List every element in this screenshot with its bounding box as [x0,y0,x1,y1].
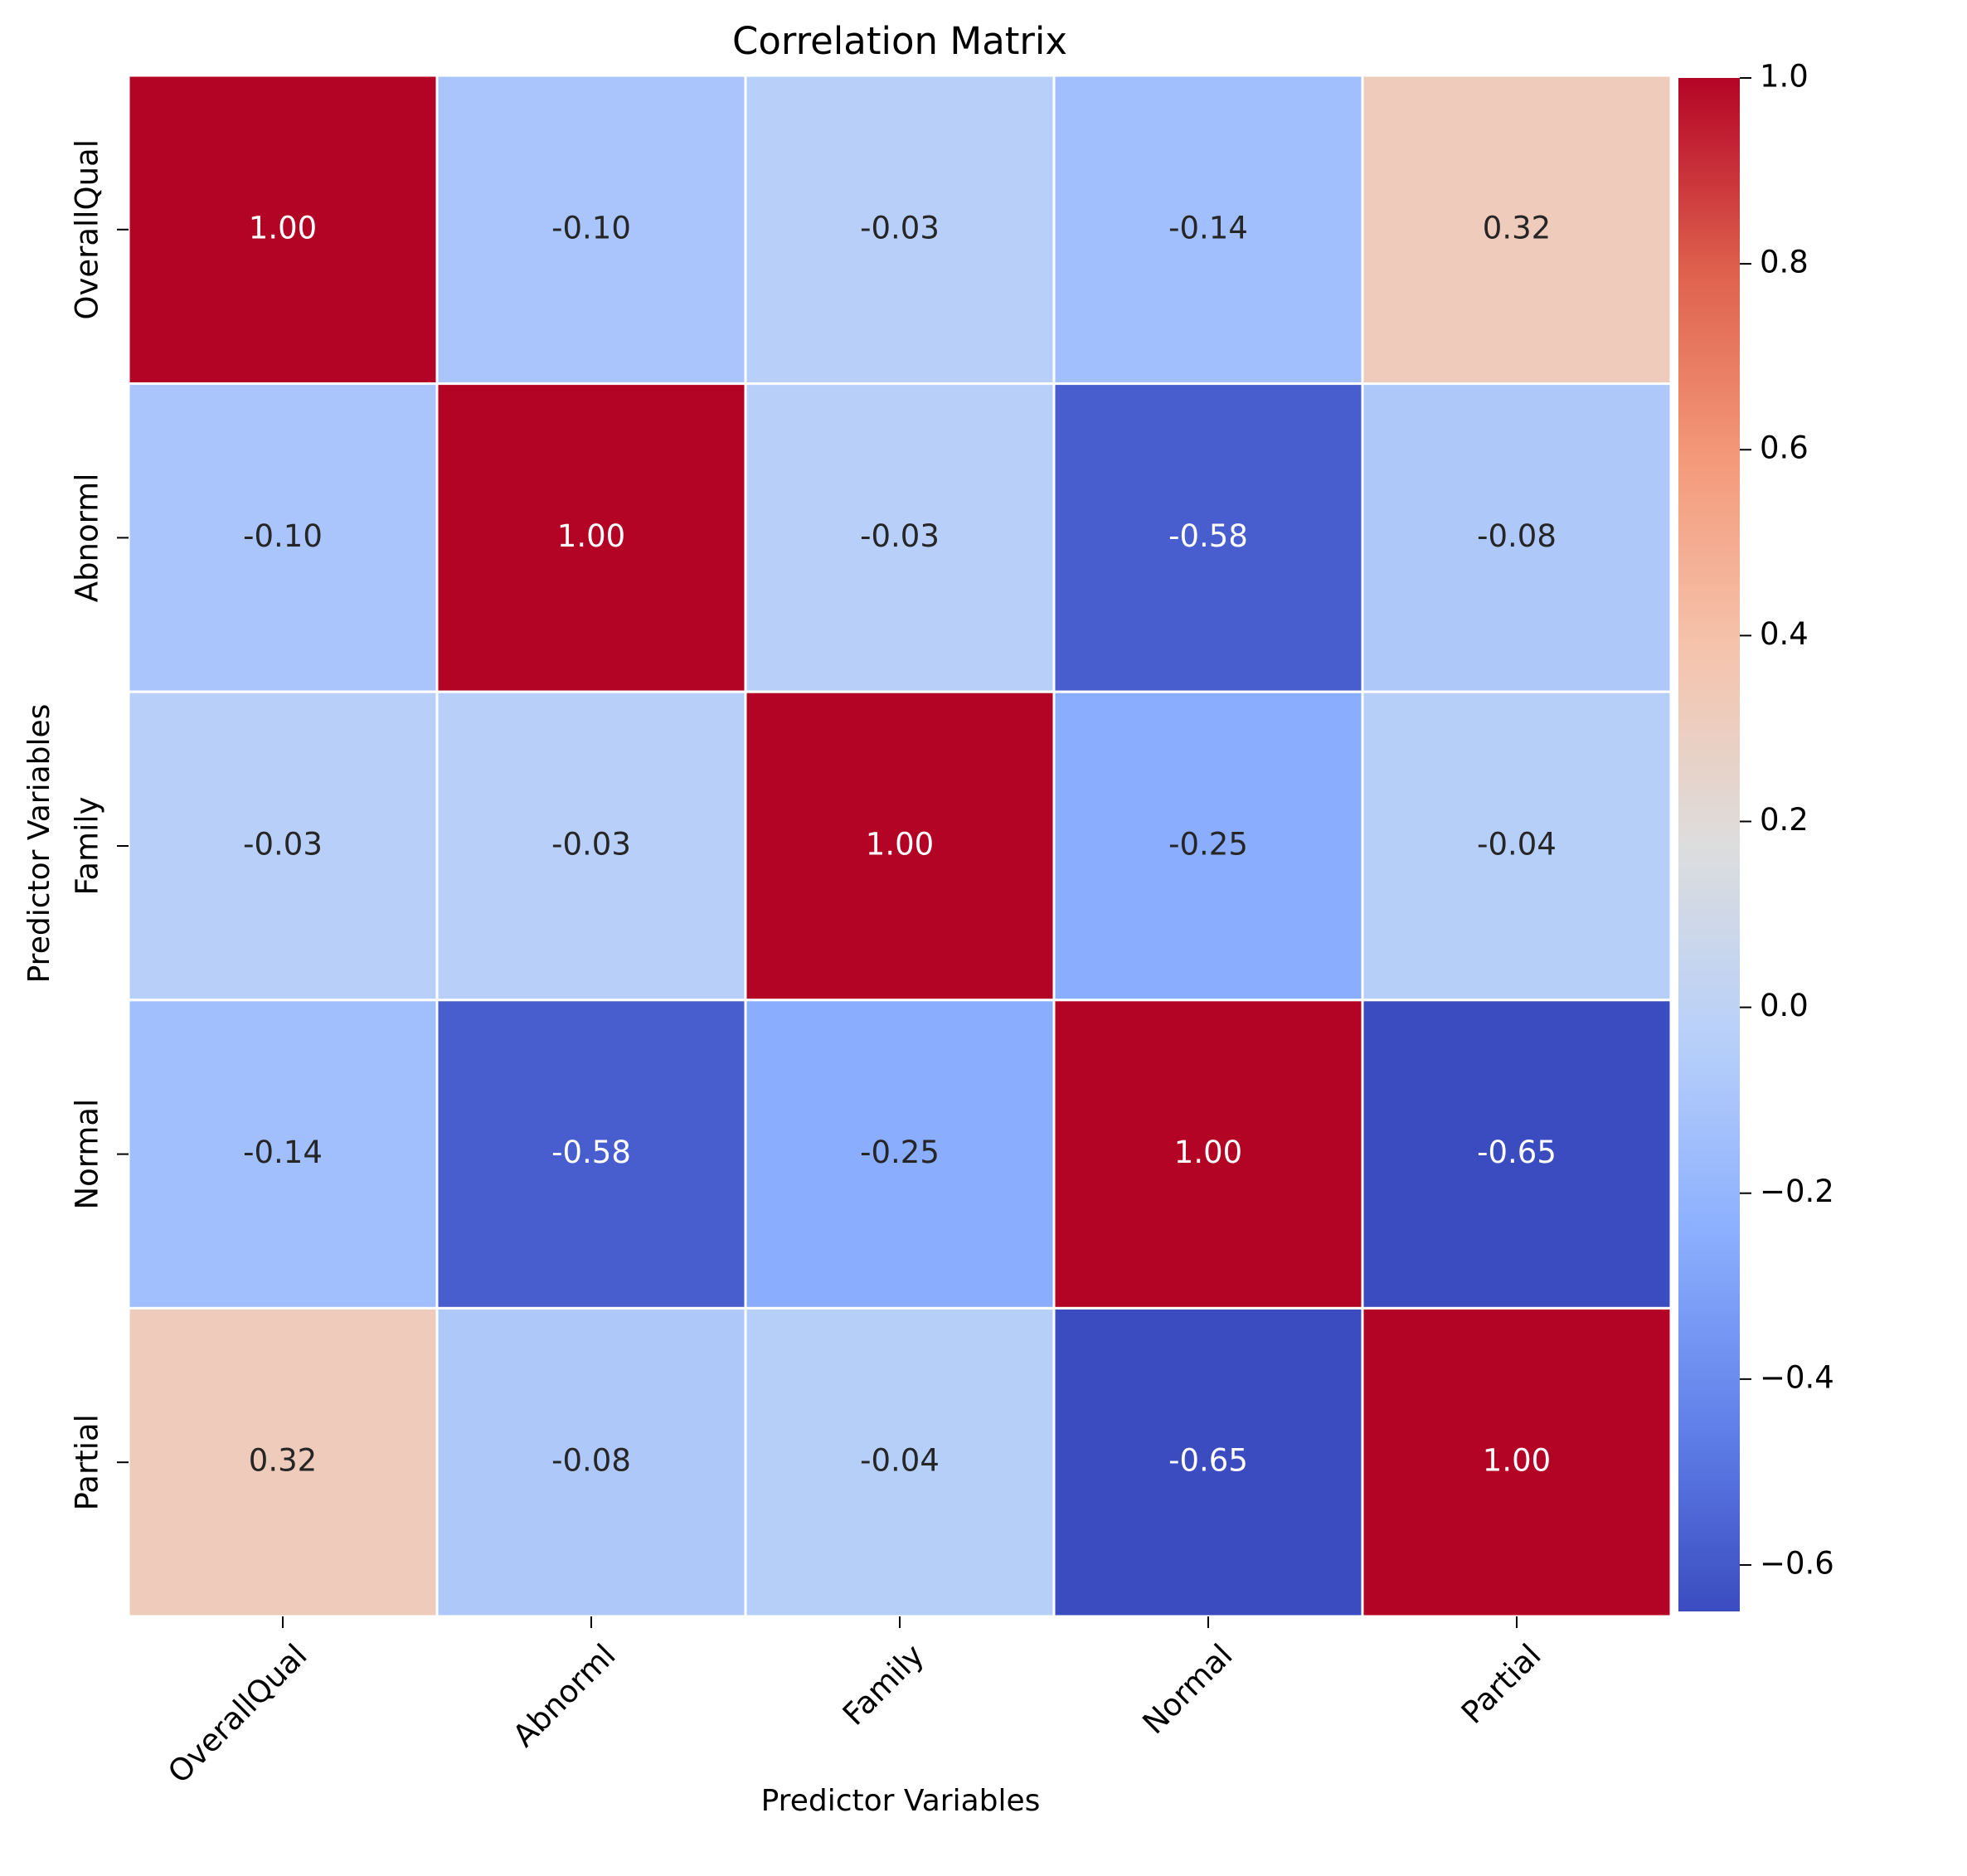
cell-annotation-normal-partial: -0.65 [1477,1135,1557,1170]
colorbar: 1.0 0.8 0.6 0.4 0.2 0.0 −0.2 −0.4 −0.6 [1678,59,1834,1611]
colorbar-tick-label: 0.2 [1760,802,1809,838]
cell-annotation-family-family: 1.00 [866,827,934,863]
x-tick-label-normal: Normal [1136,1637,1240,1741]
x-tick-label-overallqual: OverallQual [161,1637,313,1790]
heatmap-cell-overallqual-family [744,74,1056,386]
cell-annotation-overallqual-family: -0.03 [860,210,940,245]
y-tick-label-normal: Normal [70,1099,105,1210]
heatmap-cell-overallqual-overallqual [127,74,439,386]
heatmap-cell-family-partial [1361,690,1673,1002]
x-axis-label: Predictor Variables [761,1784,1041,1818]
heatmap-cell-normal-family [744,999,1056,1310]
cell-annotation-abnorml-overallqual: -0.10 [243,518,323,554]
colorbar-tick-label: 0.6 [1760,430,1809,466]
colorbar-tick-label: 1.0 [1760,59,1809,95]
y-tick-label-overallqual: OverallQual [70,139,105,320]
colorbar-tick-label: −0.4 [1760,1359,1834,1395]
cell-annotation-abnorml-abnorml: 1.00 [557,518,625,554]
heatmap-cell-partial-partial [1361,1306,1673,1618]
cell-annotation-family-partial: -0.04 [1477,827,1557,863]
cell-annotation-abnorml-family: -0.03 [860,518,940,554]
cell-annotation-normal-family: -0.25 [860,1135,940,1170]
heatmap-cell-normal-abnorml [435,999,747,1310]
cell-annotation-partial-partial: 1.00 [1483,1443,1551,1479]
cell-annotation-family-overallqual: -0.03 [243,827,323,863]
colorbar-tick-label: 0.4 [1760,616,1809,652]
heatmap-cell-overallqual-partial [1361,74,1673,386]
x-axis-ticks: OverallQual Abnorml Family Normal Partial [161,1616,1548,1791]
x-tick-label-abnorml: Abnorml [506,1637,623,1754]
y-tick-label-partial: Partial [70,1414,105,1510]
colorbar-tick-label: −0.6 [1760,1545,1834,1581]
x-tick-label-family: Family [836,1637,931,1733]
heatmap-cell-family-family [744,690,1056,1002]
cell-annotation-overallqual-overallqual: 1.00 [249,210,317,245]
colorbar-gradient [1678,78,1740,1611]
cell-annotation-partial-family: -0.04 [860,1443,940,1479]
cell-annotation-abnorml-partial: -0.08 [1477,518,1557,554]
cell-annotation-partial-overallqual: 0.32 [249,1443,317,1479]
colorbar-tick-label: 0.8 [1760,245,1809,280]
heatmap-cell-normal-normal [1052,999,1364,1310]
cell-annotation-normal-abnorml: -0.58 [551,1135,631,1170]
heatmap-cell-partial-abnorml [435,1306,747,1618]
heatmap-cell-abnorml-overallqual [127,382,439,693]
cell-annotation-normal-normal: 1.00 [1174,1135,1242,1170]
cell-annotation-family-abnorml: -0.03 [551,827,631,863]
cell-annotation-partial-abnorml: -0.08 [551,1443,631,1479]
chart-title: Correlation Matrix [732,19,1067,63]
y-tick-label-abnorml: Abnorml [70,474,105,603]
y-axis-label: Predictor Variables [22,704,56,984]
heatmap-cell-overallqual-normal [1052,74,1364,386]
colorbar-tick-label: 0.0 [1760,988,1809,1023]
cell-annotation-partial-normal: -0.65 [1168,1443,1248,1479]
x-tick-label-partial: Partial [1455,1637,1548,1731]
cell-annotation-abnorml-normal: -0.58 [1168,518,1248,554]
cell-annotation-overallqual-partial: 0.32 [1483,210,1551,245]
cell-annotation-normal-overallqual: -0.14 [243,1135,323,1170]
colorbar-tick-label: −0.2 [1760,1174,1834,1209]
heatmap-cell-partial-overallqual [127,1306,439,1618]
heatmap-cell-family-normal [1052,690,1364,1002]
cell-annotation-overallqual-normal: -0.14 [1168,210,1248,245]
heatmap-cell-overallqual-abnorml [435,74,747,386]
heatmap-cell-abnorml-partial [1361,382,1673,693]
cell-annotation-family-normal: -0.25 [1168,827,1248,863]
heatmap-cell-abnorml-family [744,382,1056,693]
heatmap-cell-partial-family [744,1306,1056,1618]
heatmap-cell-family-abnorml [435,690,747,1002]
cell-annotation-overallqual-abnorml: -0.10 [551,210,631,245]
heatmap-cell-normal-partial [1361,999,1673,1310]
y-axis-ticks: OverallQual Abnorml Family Normal Partial [70,139,129,1510]
heatmap-cells [127,74,1673,1618]
colorbar-ticks: 1.0 0.8 0.6 0.4 0.2 0.0 −0.2 −0.4 −0.6 [1740,59,1834,1581]
y-tick-label-family: Family [70,796,105,895]
cell-annotations: 1.00 -0.10 -0.03 -0.14 0.32 -0.10 1.00 -0.03 -0.… [243,210,1557,1478]
